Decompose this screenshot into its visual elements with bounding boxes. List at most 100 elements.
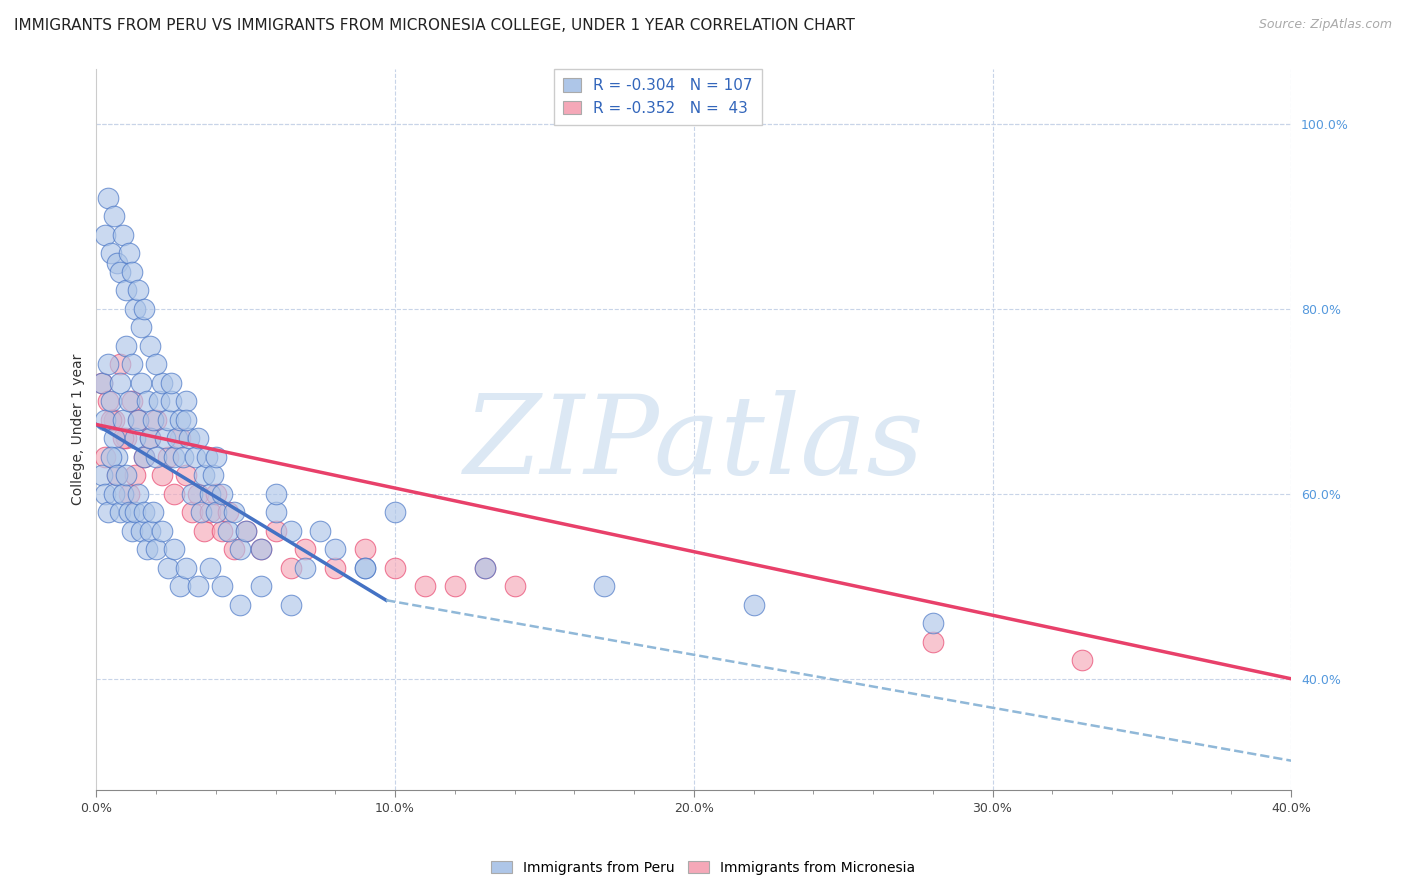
Point [249, 579, 271, 593]
Point [384, 505, 406, 519]
Point [503, 579, 526, 593]
Point [354, 561, 377, 575]
Point [198, 505, 221, 519]
Point [97, 191, 120, 205]
Point [110, 358, 132, 372]
Point [100, 450, 122, 464]
Point [163, 487, 186, 501]
Point [127, 487, 149, 501]
Point [100, 413, 122, 427]
Point [91, 376, 114, 390]
Point [235, 524, 257, 538]
Point [124, 301, 146, 316]
Point [136, 542, 159, 557]
Point [249, 542, 271, 557]
Point [134, 505, 156, 519]
Point [222, 505, 245, 519]
Point [91, 376, 114, 390]
Point [121, 265, 143, 279]
Point [474, 561, 496, 575]
Point [115, 339, 138, 353]
Point [110, 505, 132, 519]
Point [280, 524, 302, 538]
Point [127, 413, 149, 427]
Point [354, 542, 377, 557]
Point [174, 468, 197, 483]
Point [139, 524, 162, 538]
Point [145, 450, 167, 464]
Point [145, 542, 167, 557]
Point [157, 561, 180, 575]
Point [118, 505, 141, 519]
Point [174, 561, 197, 575]
Text: Source: ZipAtlas.com: Source: ZipAtlas.com [1258, 18, 1392, 31]
Point [222, 542, 245, 557]
Point [229, 598, 252, 612]
Point [217, 524, 239, 538]
Point [264, 487, 287, 501]
Point [136, 394, 159, 409]
Point [249, 542, 271, 557]
Point [217, 505, 239, 519]
Point [205, 450, 228, 464]
Point [127, 413, 149, 427]
Point [187, 431, 209, 445]
Point [97, 505, 120, 519]
Point [169, 413, 191, 427]
Point [103, 431, 125, 445]
Point [160, 376, 183, 390]
Point [280, 561, 302, 575]
Point [443, 579, 465, 593]
Point [129, 376, 152, 390]
Point [742, 598, 765, 612]
Point [413, 579, 436, 593]
Point [309, 524, 332, 538]
Point [115, 284, 138, 298]
Point [118, 246, 141, 260]
Point [134, 301, 156, 316]
Point [205, 487, 228, 501]
Point [118, 487, 141, 501]
Point [124, 431, 146, 445]
Point [148, 394, 170, 409]
Point [110, 376, 132, 390]
Point [193, 524, 215, 538]
Point [195, 450, 218, 464]
Legend: Immigrants from Peru, Immigrants from Micronesia: Immigrants from Peru, Immigrants from Mi… [485, 855, 921, 880]
Point [211, 487, 233, 501]
Point [1071, 653, 1094, 667]
Point [94, 227, 117, 242]
Point [593, 579, 616, 593]
Point [181, 505, 204, 519]
Point [354, 561, 377, 575]
Point [139, 431, 162, 445]
Point [166, 431, 188, 445]
Point [294, 561, 316, 575]
Point [921, 635, 943, 649]
Point [174, 394, 197, 409]
Point [105, 450, 128, 464]
Point [97, 358, 120, 372]
Point [134, 450, 156, 464]
Point [181, 487, 204, 501]
Point [134, 450, 156, 464]
Point [174, 413, 197, 427]
Point [103, 487, 125, 501]
Point [112, 487, 135, 501]
Point [129, 320, 152, 334]
Point [139, 431, 162, 445]
Point [150, 524, 173, 538]
Point [112, 413, 135, 427]
Point [163, 450, 186, 464]
Point [384, 561, 406, 575]
Point [264, 524, 287, 538]
Point [121, 394, 143, 409]
Point [145, 413, 167, 427]
Point [124, 505, 146, 519]
Point [118, 394, 141, 409]
Point [121, 358, 143, 372]
Point [921, 616, 943, 631]
Point [264, 505, 287, 519]
Point [94, 487, 117, 501]
Point [169, 579, 191, 593]
